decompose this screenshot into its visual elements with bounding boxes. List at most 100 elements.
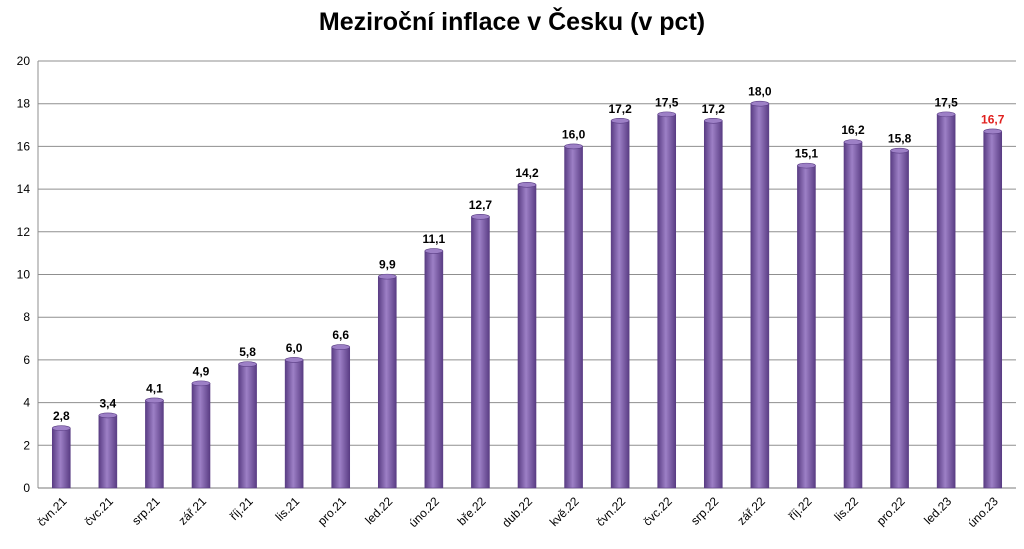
x-tick-label: čvc.22 [640,494,675,529]
bar-cap [564,143,583,150]
x-tick-label: led.22 [362,494,395,527]
x-tick-label: pro.21 [315,494,349,528]
bar-cap [145,397,164,404]
data-label: 6,6 [332,328,349,342]
bar [517,184,537,489]
bar [191,383,211,489]
bar-cap [51,425,71,432]
bar [471,216,490,489]
data-label: 3,4 [100,396,117,410]
bar-cap [936,111,956,118]
x-tick-label: říj.22 [786,494,815,523]
y-tick-label: 6 [23,353,30,367]
bar [377,276,397,489]
bar-cap [890,147,909,154]
y-tick-label: 20 [17,54,31,68]
x-tick-label: úno.22 [406,494,442,530]
bar [238,363,257,489]
data-label: 17,5 [655,95,679,109]
bar [610,120,630,489]
x-tick-label: pro.22 [874,494,908,528]
data-label: 16,7 [981,112,1005,126]
bar [890,150,909,489]
x-tick-label: srp.21 [129,494,163,528]
bar-cap [983,128,1003,135]
data-label: 5,8 [239,345,256,359]
data-labels: 2,8 3,4 4,1 4,9 5,8 6,0 6,6 9,9 11,1 12,7 14,2 16,0… [53,85,1005,424]
x-tick-label: čvn.22 [593,494,628,529]
bar-cap [610,117,630,124]
bar-cap [238,361,257,367]
x-tick-label: zář.21 [176,494,210,528]
y-tick-label: 2 [23,438,30,452]
bar [51,427,71,489]
bar-cap [797,162,816,169]
bar-cap [657,111,677,118]
bar-cap [424,248,444,254]
data-label: 4,1 [146,381,163,395]
data-label: 17,2 [702,102,726,116]
x-tick-label: srp.22 [688,494,722,528]
data-label: 17,5 [934,95,958,109]
x-tick-label: říj.21 [227,494,256,523]
data-label: 9,9 [379,258,396,272]
data-label: 16,2 [841,123,865,137]
bar-cap [703,117,723,124]
bars [51,100,1003,489]
bar-cap [331,344,351,350]
bar-cap [191,380,211,387]
x-tick-label: úno.23 [965,494,1001,530]
y-tick-label: 0 [23,481,30,495]
y-tick-label: 10 [17,268,31,282]
data-label: 16,0 [562,127,586,141]
bar-cap [517,182,537,188]
bar [936,114,956,489]
data-label: 11,1 [423,232,446,246]
x-tick-label: bře.22 [455,494,489,528]
data-label: 15,1 [795,147,819,161]
bar-cap [98,412,118,419]
bar-cap [843,139,863,145]
bar [983,131,1003,489]
bar-cap [284,357,304,363]
bar [331,346,351,489]
bar [750,103,770,489]
y-tick-label: 8 [23,310,30,324]
x-tick-label: lis.21 [273,494,303,524]
data-label: 12,7 [469,198,493,212]
data-label: 17,2 [608,102,632,116]
bar-cap [471,214,490,220]
data-label: 4,9 [193,364,210,378]
data-label: 14,2 [515,166,539,180]
y-tick-label: 18 [17,97,31,111]
data-label: 15,8 [888,132,912,146]
bar [703,120,723,489]
y-tick-label: 14 [17,182,31,196]
bar [284,359,304,489]
bar [424,250,444,489]
y-tick-label: 16 [17,139,31,153]
bar [564,146,583,489]
data-label: 18,0 [748,85,772,99]
x-tick-label: čvc.21 [82,494,117,529]
bar [145,400,164,489]
bar [843,141,863,489]
x-tick-labels: čvn.21 čvc.21 srp.21 zář.21 říj.21 lis.21 pro.… [35,494,1002,530]
data-label: 6,0 [286,341,303,355]
chart-title: Meziroční inflace v Česku (v pct) [318,8,706,36]
x-tick-label: dub.22 [499,494,535,530]
bar-cap [750,100,770,107]
x-tick-label: čvn.21 [35,494,70,529]
bar-cap [377,273,397,280]
y-tick-label: 4 [23,396,30,410]
bar [98,415,118,489]
x-tick-label: kvě.22 [547,494,582,529]
x-tick-label: zář.22 [734,494,768,528]
bar [797,165,816,489]
x-tick-label: led.23 [921,494,954,527]
bar [657,114,677,489]
y-tick-labels: 0 2 4 6 8 10 12 14 16 18 20 [17,54,31,495]
y-tick-label: 12 [17,225,31,239]
